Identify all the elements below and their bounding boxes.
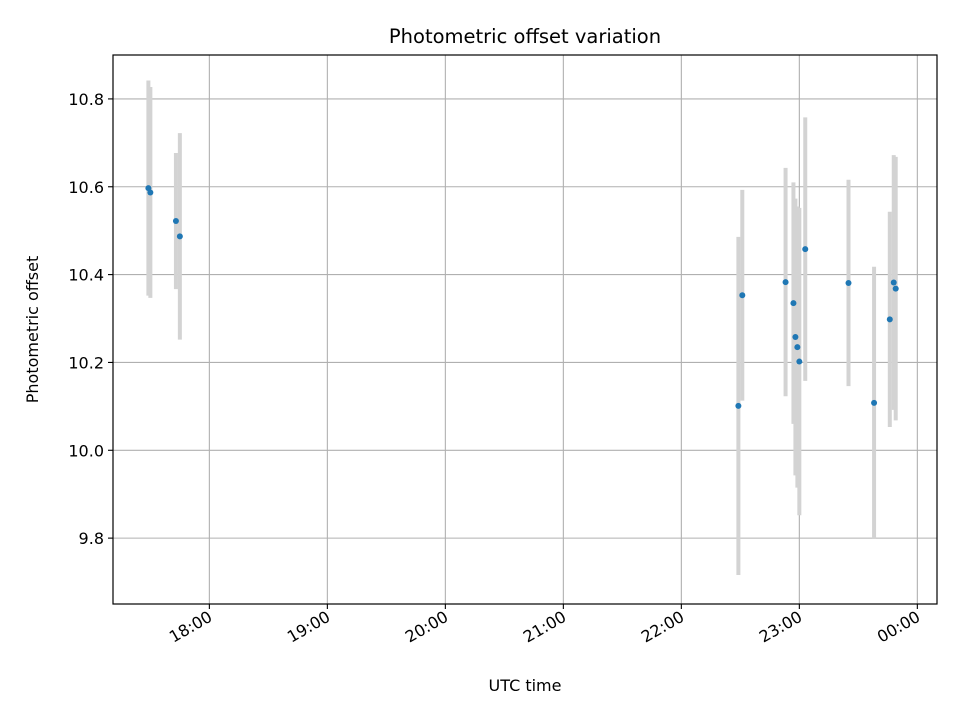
x-tick-label: 00:00 [874,607,923,647]
x-tick-label: 23:00 [756,607,805,647]
x-tick-label: 18:00 [166,607,215,647]
x-axis: 18:00 19:00 20:00 21:00 22:00 23:00 00:00 [166,604,923,647]
grid [113,55,937,604]
data-point [871,399,878,406]
x-axis-label: UTC time [489,676,562,695]
y-tick-label: 10.0 [68,441,104,460]
x-tick-label: 22:00 [638,607,687,647]
data-point [735,402,742,409]
y-tick-label: 10.6 [68,178,104,197]
data-point [845,279,852,286]
error-bars [146,80,898,576]
plot-frame [112,54,938,605]
y-axis: 9.8 10.0 10.2 10.4 10.6 10.8 [68,90,113,548]
data-point [176,233,183,240]
y-axis-label: Photometric offset [23,256,42,404]
x-tick-label: 20:00 [402,607,451,647]
data-point [792,333,799,340]
data-point [802,246,809,253]
chart-title: Photometric offset variation [389,25,661,48]
y-tick-label: 10.8 [68,90,104,109]
data-point [782,279,789,286]
data-point [796,358,803,365]
data-point [172,218,179,225]
data-points [145,185,899,409]
data-point [794,344,801,351]
data-point [892,285,899,292]
y-tick-label: 9.8 [79,529,104,548]
data-point [890,279,897,286]
data-point [739,292,746,299]
y-tick-label: 10.4 [68,266,104,285]
x-tick-label: 21:00 [520,607,569,647]
data-point [886,316,893,323]
data-point [790,300,797,307]
y-tick-label: 10.2 [68,353,104,372]
x-tick-label: 19:00 [284,607,333,647]
data-point [147,189,154,196]
